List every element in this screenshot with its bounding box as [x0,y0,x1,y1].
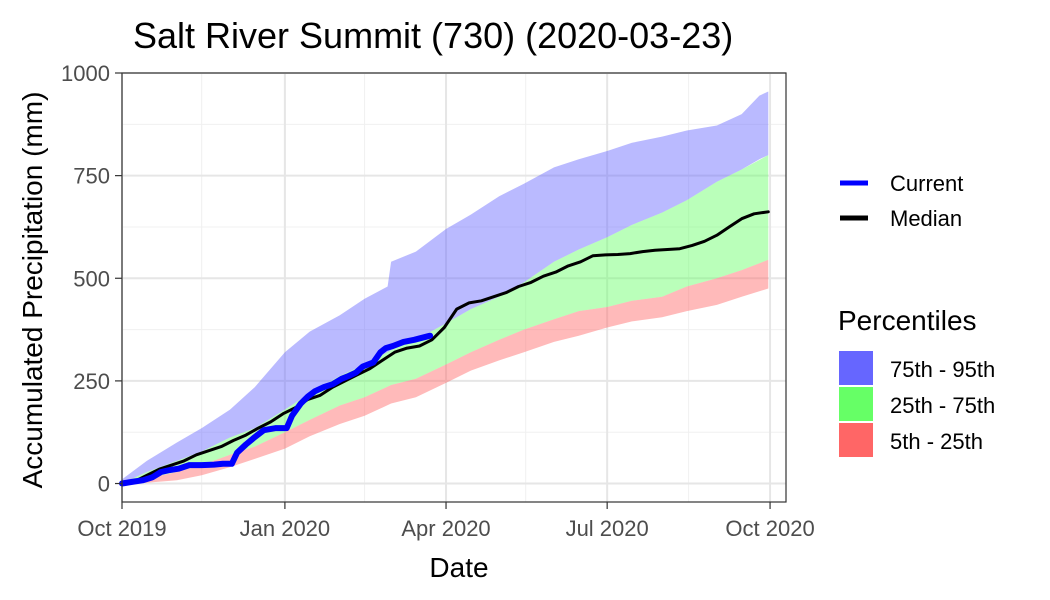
x-tick-label: Apr 2020 [401,516,490,541]
y-tick-label: 500 [73,266,110,291]
series-line-current [119,332,434,487]
legend-percentiles-title: Percentiles [838,305,977,336]
legend: Current Median Percentiles 75th - 95th 25th … [838,171,995,457]
legend-fill-label-2: 5th - 25th [890,429,983,454]
legend-swatch-0 [839,351,873,385]
series-lines [119,210,770,487]
x-tick-label: Jul 2020 [566,516,649,541]
x-tick-label: Oct 2019 [77,516,166,541]
y-axis: 0 250 500 750 1000 [61,61,122,497]
x-tick-label: Jan 2020 [240,516,331,541]
legend-fill-label-1: 25th - 75th [890,393,995,418]
legend-fill-label-0: 75th - 95th [890,357,995,382]
chart-title: Salt River Summit (730) (2020-03-23) [133,15,733,56]
y-tick-label: 250 [73,369,110,394]
x-axis: Oct 2019 Jan 2020 Apr 2020 Jul 2020 Oct 2020 [77,502,815,541]
percentile-bands [122,91,769,484]
y-tick-label: 1000 [61,61,110,86]
band-75th-95th [122,91,769,484]
y-tick-label: 0 [98,472,110,497]
legend-swatch-2 [839,423,873,457]
legend-label-current: Current [890,171,963,196]
y-tick-label: 750 [73,164,110,189]
legend-label-median: Median [890,206,962,231]
legend-swatch-1 [839,387,873,421]
x-axis-title: Date [429,552,488,583]
series-line-median [120,210,770,485]
plot-panel-border [121,72,787,503]
y-axis-title: Accumulated Precipitation (mm) [17,92,48,489]
x-tick-label: Oct 2020 [725,516,814,541]
plot-panel [122,73,786,502]
band-5th-25th [122,259,769,484]
